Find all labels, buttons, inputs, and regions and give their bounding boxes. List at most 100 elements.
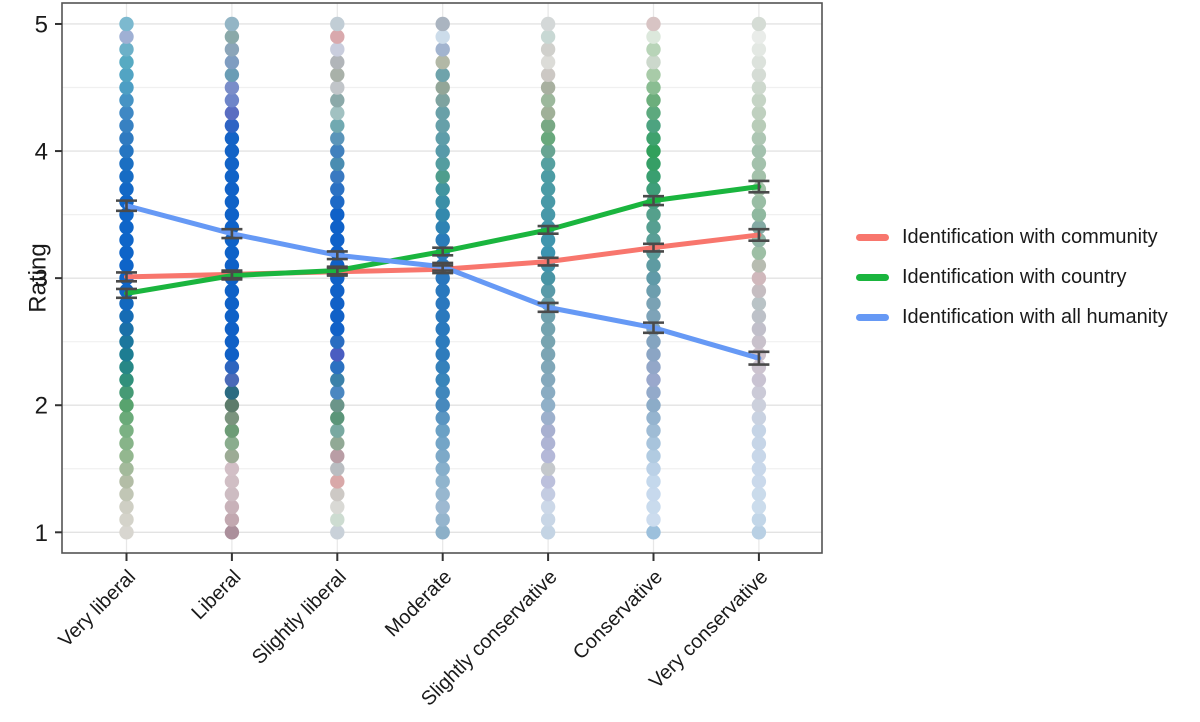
data-dot bbox=[119, 309, 134, 324]
data-dot bbox=[435, 359, 450, 375]
data-dot bbox=[330, 220, 345, 235]
data-dot bbox=[540, 67, 556, 83]
data-dot bbox=[224, 93, 240, 108]
data-dot bbox=[224, 461, 240, 476]
x-tick-labels: Very liberal Liberal Slightly liberal Moder… bbox=[55, 566, 773, 710]
data-dot bbox=[751, 512, 767, 527]
data-dot bbox=[119, 448, 134, 464]
data-dot bbox=[646, 143, 661, 159]
data-dot bbox=[751, 321, 767, 337]
data-dot bbox=[224, 309, 240, 324]
data-dot bbox=[540, 54, 556, 70]
data-dot bbox=[435, 525, 450, 540]
data-dot bbox=[224, 372, 240, 388]
data-dot bbox=[646, 181, 661, 197]
data-dot bbox=[751, 67, 767, 83]
data-dot bbox=[330, 436, 345, 451]
data-dot bbox=[119, 499, 134, 515]
data-dot bbox=[435, 309, 450, 324]
y-tick-label: 4 bbox=[35, 139, 48, 166]
legend-item-2: Identification with all humanity bbox=[856, 297, 1168, 337]
y-tick-label: 5 bbox=[35, 11, 48, 38]
data-dot bbox=[330, 80, 345, 95]
data-dot bbox=[540, 16, 556, 32]
data-dot bbox=[330, 474, 345, 489]
data-dot bbox=[435, 499, 450, 515]
data-dot bbox=[646, 169, 661, 184]
y-tick-label: 3 bbox=[35, 266, 48, 293]
legend: Identification with community Identificat… bbox=[856, 217, 1168, 337]
data-dot bbox=[646, 67, 661, 83]
data-dot bbox=[751, 372, 767, 388]
data-dot bbox=[119, 220, 134, 235]
data-dot bbox=[646, 525, 661, 540]
data-dot bbox=[435, 423, 450, 438]
data-dot bbox=[330, 448, 345, 464]
data-dot bbox=[435, 220, 450, 235]
data-dot bbox=[119, 525, 134, 540]
data-dot bbox=[646, 105, 661, 121]
data-dot bbox=[435, 131, 450, 146]
data-dot bbox=[540, 512, 556, 527]
dot-column bbox=[330, 16, 345, 540]
data-dot bbox=[540, 525, 556, 540]
data-dot bbox=[224, 486, 240, 502]
data-dot bbox=[435, 67, 450, 83]
data-dot bbox=[540, 410, 556, 426]
data-dot bbox=[119, 67, 134, 83]
data-dot bbox=[646, 93, 661, 108]
data-dot bbox=[751, 105, 767, 121]
data-dot bbox=[751, 207, 767, 222]
legend-item-0: Identification with community bbox=[856, 217, 1168, 257]
data-dot bbox=[540, 270, 556, 286]
data-dot bbox=[435, 398, 450, 413]
data-dot bbox=[646, 118, 661, 133]
data-dot bbox=[751, 42, 767, 57]
data-dot bbox=[119, 80, 134, 95]
data-dot bbox=[330, 156, 345, 171]
data-dot bbox=[435, 283, 450, 299]
data-dot bbox=[224, 423, 240, 438]
data-dot bbox=[435, 105, 450, 121]
data-dot bbox=[119, 156, 134, 171]
data-dot bbox=[119, 334, 134, 349]
data-dot bbox=[119, 423, 134, 438]
x-tick-label: Very conservative bbox=[645, 566, 772, 693]
data-dot bbox=[646, 270, 661, 286]
data-dot bbox=[224, 398, 240, 413]
data-dot bbox=[751, 245, 767, 260]
data-dot bbox=[540, 372, 556, 388]
data-dot bbox=[224, 283, 240, 299]
data-dot bbox=[540, 105, 556, 121]
data-dot bbox=[435, 486, 450, 502]
data-dot bbox=[540, 321, 556, 337]
data-dot bbox=[751, 461, 767, 476]
data-dot bbox=[119, 398, 134, 413]
data-dot bbox=[330, 296, 345, 311]
data-dot bbox=[540, 283, 556, 299]
data-dot bbox=[330, 42, 345, 57]
data-dot bbox=[435, 29, 450, 44]
data-dot bbox=[224, 334, 240, 349]
data-dot bbox=[751, 118, 767, 133]
data-dot bbox=[540, 207, 556, 222]
y-axis-title: Rating bbox=[24, 243, 52, 313]
data-dot bbox=[330, 194, 345, 210]
data-dot bbox=[224, 436, 240, 451]
legend-label: Identification with all humanity bbox=[902, 305, 1168, 328]
data-dot bbox=[435, 80, 450, 95]
data-dot bbox=[119, 385, 134, 400]
data-dot bbox=[119, 410, 134, 426]
data-dot bbox=[224, 385, 240, 400]
data-dot bbox=[540, 423, 556, 438]
data-dot bbox=[330, 423, 345, 438]
data-dot bbox=[224, 156, 240, 171]
data-dot bbox=[751, 283, 767, 299]
data-dot bbox=[435, 461, 450, 476]
data-dot bbox=[435, 169, 450, 184]
data-dot bbox=[119, 486, 134, 502]
data-dot bbox=[119, 245, 134, 260]
data-dot bbox=[540, 436, 556, 451]
dot-column bbox=[224, 16, 240, 540]
